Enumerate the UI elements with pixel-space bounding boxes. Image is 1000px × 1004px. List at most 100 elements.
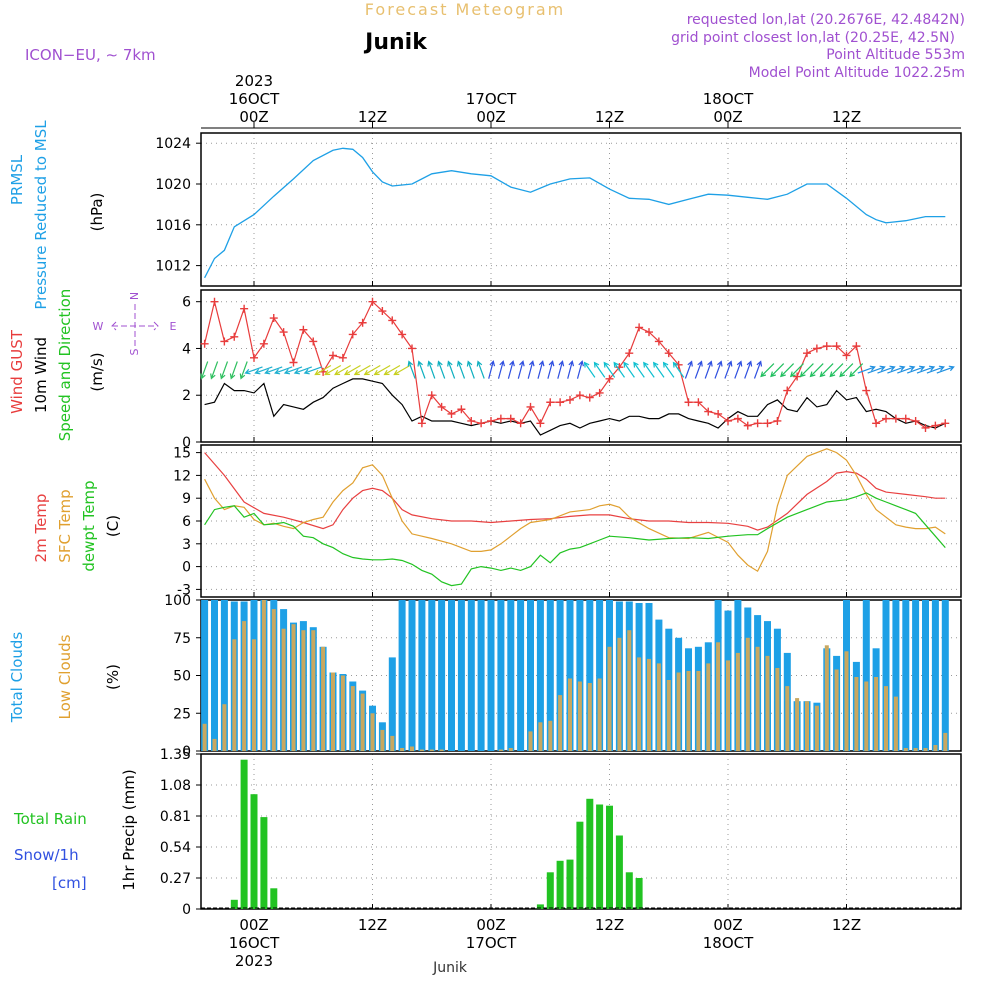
point-altitude: Point Altitude 553m: [826, 47, 965, 63]
y-tick-label: 1.08: [160, 778, 191, 794]
wind-direction-arrow: [476, 360, 485, 379]
pressure-line: [204, 147, 946, 279]
low-cloud-bar: [252, 639, 256, 751]
rain-bar: [635, 878, 643, 909]
gust-marker: [842, 351, 851, 360]
temp-label-sfc: SFC Temp: [56, 489, 74, 562]
gust-marker: [299, 325, 308, 334]
low-cloud-bar: [647, 658, 651, 751]
low-cloud-bar: [281, 628, 286, 751]
clouds-label-total: Total Clouds: [8, 632, 26, 724]
y-tick-label: 100: [164, 593, 191, 609]
wind-label-speed-dir: Speed and Direction: [56, 289, 74, 442]
total-cloud-bar: [546, 600, 554, 751]
y-tick-label: 9: [182, 491, 191, 507]
low-cloud-bar: [627, 630, 632, 751]
precip-label-rain: Total Rain: [13, 810, 87, 828]
low-cloud-bar: [814, 705, 819, 751]
y-tick-label: 2: [182, 388, 191, 404]
wind-direction-arrow: [437, 360, 446, 379]
top-tick-label: 00Z: [476, 108, 505, 126]
gust-marker: [269, 314, 278, 323]
y-tick-label: 1016: [155, 218, 191, 234]
low-cloud-bar: [380, 729, 385, 751]
low-cloud-bar: [913, 748, 918, 751]
gust-marker: [812, 344, 821, 353]
wind-direction-arrow: [567, 360, 575, 379]
rain-bar: [625, 872, 633, 909]
gust-marker: [437, 402, 446, 411]
wind-direction-arrow: [662, 361, 675, 378]
low-cloud-bar: [222, 704, 227, 751]
wind-direction-arrow: [780, 363, 795, 378]
low-cloud-bar: [538, 722, 543, 751]
rain-bar: [536, 904, 544, 909]
top-tick-label: 12Z: [832, 108, 861, 126]
low-cloud-bar: [587, 683, 592, 751]
low-cloud-bar: [350, 686, 355, 751]
bottom-tick-label: 18OCT: [703, 934, 754, 952]
gust-marker: [852, 342, 861, 351]
low-cloud-bar: [321, 646, 326, 751]
wind-direction-arrow: [694, 360, 703, 379]
wind-direction-arrow: [417, 360, 426, 379]
low-cloud-bar: [212, 738, 217, 751]
low-cloud-bar: [607, 646, 612, 751]
low-cloud-bar: [528, 731, 533, 751]
gust-marker: [378, 307, 387, 316]
low-cloud-bar: [785, 686, 790, 751]
low-cloud-bar: [558, 695, 563, 751]
top-tick-label: 2023: [235, 72, 273, 90]
total-cloud-bar: [201, 600, 209, 751]
bottom-tick-label: 12Z: [358, 916, 387, 934]
temperature-frame: [200, 444, 962, 598]
wind-direction-arrow: [906, 365, 926, 374]
gust-marker: [496, 414, 505, 423]
pressure-label-msl: Pressure Reduced to MSL: [32, 120, 50, 310]
compass-s: S: [128, 348, 141, 355]
gust-marker: [338, 353, 347, 362]
gust-marker: [556, 398, 565, 407]
low-cloud-bar: [666, 680, 671, 751]
y-tick-label: 0: [182, 902, 191, 918]
wind-direction-arrow: [407, 360, 416, 379]
total-cloud-bar: [586, 600, 594, 751]
total-cloud-bar: [556, 600, 564, 751]
low-cloud-bar: [202, 723, 207, 751]
grid-point-coords: grid point closest lon,lat (20.25E, 42.5…: [671, 30, 955, 46]
wind-direction-arrow: [200, 361, 209, 380]
gust-marker: [783, 386, 792, 395]
wind-direction-arrow: [547, 360, 555, 379]
bottom-tick-label: 12Z: [595, 916, 624, 934]
gust-marker: [467, 416, 476, 425]
gust-marker: [901, 414, 910, 423]
wind-direction-arrow: [229, 361, 238, 380]
wind-direction-arrow: [849, 363, 864, 378]
wind-direction-arrow: [839, 363, 854, 378]
gust-marker: [220, 337, 229, 346]
temp-unit: (C): [104, 515, 122, 537]
total-cloud-bar: [477, 600, 485, 751]
low-cloud-bar: [508, 748, 513, 751]
gust-marker: [832, 342, 841, 351]
wind-direction-arrow: [684, 360, 693, 379]
low-cloud-bar: [360, 693, 365, 751]
rain-bar: [576, 821, 584, 909]
wind-direction-arrow: [633, 361, 645, 378]
low-cloud-bar: [726, 660, 730, 751]
low-cloud-bar: [834, 669, 839, 751]
wind-unit: (m/s): [88, 352, 106, 391]
total-cloud-bar: [931, 600, 939, 751]
low-cloud-bar: [696, 671, 701, 751]
gust-marker: [882, 414, 890, 423]
pressure-unit: (hPa): [88, 193, 106, 232]
wind-gust-line: [204, 300, 946, 429]
y-tick-label: 12: [173, 468, 191, 484]
wind-direction-arrow: [704, 360, 713, 379]
gust-marker: [773, 416, 782, 425]
low-cloud-bar: [291, 624, 296, 751]
wind-direction-arrow: [343, 364, 361, 376]
total-cloud-bar: [922, 600, 929, 751]
wind-direction-arrow: [829, 363, 844, 378]
rain-bar: [556, 860, 564, 909]
